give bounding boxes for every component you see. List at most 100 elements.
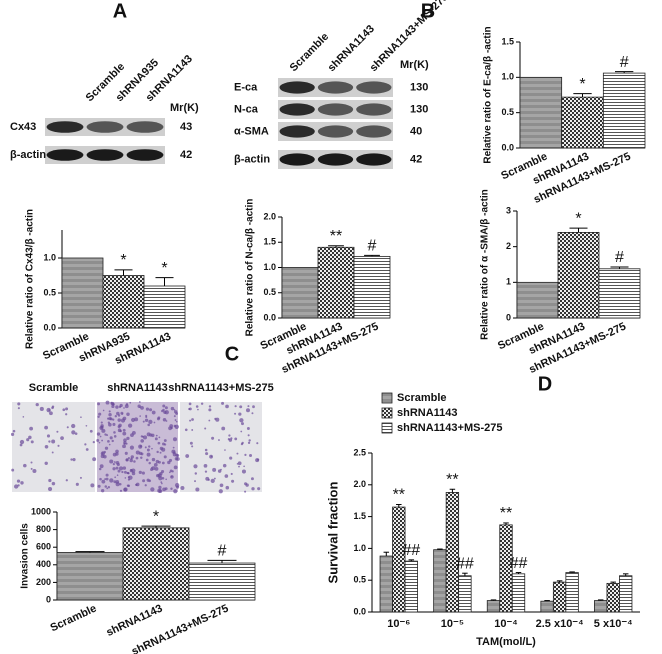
cell <box>98 441 101 444</box>
cell <box>121 413 124 415</box>
cell <box>222 463 227 468</box>
blot-band <box>279 103 315 116</box>
cell <box>170 406 175 411</box>
cell <box>96 432 101 436</box>
cell <box>79 476 82 479</box>
bar <box>392 506 406 613</box>
cell <box>104 433 107 436</box>
cell <box>200 402 204 405</box>
cell <box>243 465 245 468</box>
y-tick-label: 2.5 <box>353 447 366 457</box>
bar <box>516 281 559 319</box>
y-tick-label: 0.5 <box>501 107 514 117</box>
cell <box>247 434 250 437</box>
cell <box>85 424 88 427</box>
y-tick-label: 0 <box>506 312 511 322</box>
cell <box>130 417 136 423</box>
cell <box>234 405 237 408</box>
lane-label: Scramble <box>288 31 332 75</box>
cell <box>220 468 222 471</box>
blot-band <box>126 149 164 161</box>
cell <box>139 406 141 408</box>
cell <box>65 479 68 482</box>
micrograph <box>97 402 178 492</box>
y-tick-label: 2 <box>506 241 511 251</box>
cell <box>157 488 162 493</box>
y-tick-label: 2.0 <box>263 211 276 221</box>
cell <box>74 432 78 435</box>
cell <box>17 407 20 410</box>
cell <box>101 479 106 484</box>
mr-label: 130 <box>410 81 428 93</box>
cell <box>175 420 178 423</box>
cell <box>161 447 166 452</box>
cell <box>151 410 156 415</box>
cell <box>148 419 153 424</box>
x-tick-label: 5 x10⁻⁴ <box>594 618 633 630</box>
cell <box>108 413 112 417</box>
cell <box>124 451 128 455</box>
y-axis-label: Invasion cells <box>20 523 31 589</box>
y-axis-label: Relative ratio of Cx43/β -actin <box>25 209 36 349</box>
cell <box>194 480 196 483</box>
cell <box>257 487 261 491</box>
cell <box>209 454 213 459</box>
cell <box>125 403 129 406</box>
cell <box>96 439 100 442</box>
legend-swatch <box>381 392 393 404</box>
cell <box>84 443 87 446</box>
cell <box>28 435 32 440</box>
cell <box>135 456 139 460</box>
cell <box>57 444 60 447</box>
cell <box>103 455 107 459</box>
cell <box>147 423 150 427</box>
cell <box>165 478 167 481</box>
bar <box>606 582 620 613</box>
bar <box>619 575 633 613</box>
bar <box>594 600 608 613</box>
blot-band <box>356 103 392 116</box>
cell <box>221 426 226 431</box>
cell <box>119 489 123 492</box>
cell <box>207 478 210 481</box>
cell <box>101 428 106 433</box>
cell <box>159 471 163 476</box>
cell <box>123 487 128 492</box>
cell <box>155 434 158 437</box>
bar <box>379 555 393 613</box>
cell <box>161 482 163 485</box>
cell <box>123 470 127 474</box>
y-tick-label: 1000 <box>31 506 51 516</box>
cell <box>12 429 16 433</box>
micrograph <box>180 402 262 492</box>
cell <box>99 435 102 438</box>
cell <box>191 445 194 448</box>
cell <box>142 479 146 483</box>
cell <box>160 481 163 483</box>
cell <box>135 483 138 486</box>
cell <box>109 436 113 440</box>
cell <box>71 430 76 435</box>
cell <box>156 450 159 454</box>
cell <box>113 480 117 484</box>
blot-label: Cx43 <box>10 121 36 133</box>
cell <box>46 434 51 438</box>
cell <box>105 400 110 405</box>
cell <box>44 425 48 430</box>
bar <box>565 572 579 613</box>
cell <box>225 485 230 490</box>
cell <box>142 420 145 423</box>
significance: * <box>579 76 585 93</box>
cell <box>115 449 119 454</box>
cell <box>104 478 107 481</box>
cell <box>51 439 56 444</box>
cell <box>98 412 102 416</box>
cell <box>228 434 231 437</box>
cell <box>145 415 148 419</box>
cell <box>231 479 235 483</box>
bar <box>188 562 256 601</box>
cell <box>154 437 158 441</box>
cell <box>164 410 169 415</box>
cell <box>170 487 173 490</box>
